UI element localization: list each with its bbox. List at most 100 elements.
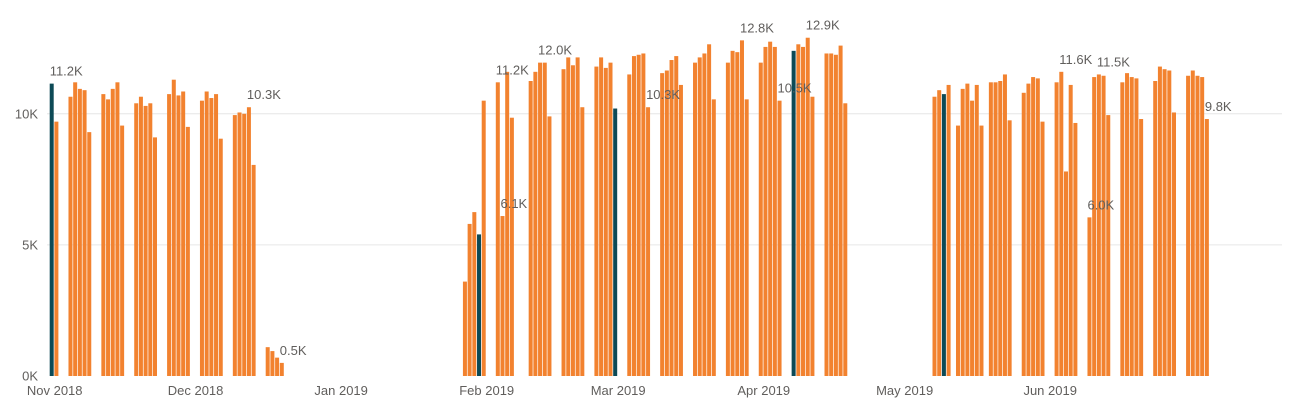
bar[interactable]	[660, 73, 665, 376]
bar[interactable]	[772, 46, 777, 376]
bar[interactable]	[730, 50, 735, 377]
bar[interactable]	[120, 125, 125, 376]
bar[interactable]	[561, 69, 566, 376]
bar[interactable]	[232, 115, 237, 376]
bar[interactable]	[199, 100, 204, 377]
bar[interactable]	[955, 125, 960, 376]
bar[interactable]	[707, 44, 712, 376]
bar[interactable]	[979, 125, 984, 376]
bar[interactable]	[1040, 121, 1045, 376]
bar[interactable]	[664, 70, 669, 376]
bar[interactable]	[594, 66, 599, 376]
bar[interactable]	[965, 83, 970, 377]
bar[interactable]	[1031, 77, 1036, 376]
bar[interactable]	[242, 113, 247, 376]
bar[interactable]	[138, 96, 143, 376]
bar[interactable]	[265, 347, 270, 376]
bar[interactable]	[87, 132, 92, 376]
bar[interactable]	[678, 84, 683, 377]
bar[interactable]	[1195, 75, 1200, 376]
bar[interactable]	[829, 53, 834, 376]
bar[interactable]	[711, 99, 716, 377]
bar[interactable]	[176, 95, 181, 377]
bar[interactable]	[1096, 74, 1101, 376]
bar[interactable]	[627, 74, 632, 376]
bar[interactable]	[1157, 66, 1162, 376]
bar[interactable]	[153, 137, 157, 376]
bar[interactable]	[1139, 119, 1144, 377]
bar[interactable]	[246, 107, 251, 376]
bar[interactable]	[1162, 69, 1167, 376]
bar[interactable]	[603, 67, 608, 376]
bar[interactable]	[725, 62, 730, 376]
bar[interactable]	[528, 81, 533, 376]
bar[interactable]	[838, 45, 843, 376]
bar[interactable]	[1007, 120, 1012, 376]
bar[interactable]	[777, 100, 782, 377]
bar[interactable]	[505, 71, 510, 376]
bar[interactable]	[941, 94, 946, 377]
bar[interactable]	[988, 82, 993, 376]
bar[interactable]	[68, 96, 73, 376]
bar[interactable]	[477, 234, 482, 376]
bar[interactable]	[1101, 75, 1106, 376]
bar[interactable]	[763, 46, 768, 376]
bar[interactable]	[1120, 82, 1125, 376]
bar[interactable]	[566, 57, 571, 377]
bar[interactable]	[542, 62, 547, 376]
bar[interactable]	[181, 91, 186, 377]
bar[interactable]	[106, 99, 111, 377]
bar[interactable]	[185, 126, 190, 376]
bar[interactable]	[599, 57, 604, 377]
bar[interactable]	[1002, 74, 1007, 376]
bar[interactable]	[547, 116, 552, 377]
bar[interactable]	[1021, 92, 1026, 377]
bar[interactable]	[791, 50, 796, 377]
bar[interactable]	[237, 112, 242, 376]
bar[interactable]	[134, 103, 139, 376]
bar[interactable]	[54, 121, 59, 376]
bar[interactable]	[739, 40, 744, 377]
bar[interactable]	[669, 60, 674, 377]
bar[interactable]	[279, 362, 284, 376]
bar[interactable]	[613, 108, 618, 376]
bar[interactable]	[1204, 119, 1209, 377]
bar[interactable]	[533, 71, 538, 376]
bar[interactable]	[1073, 122, 1078, 377]
bar[interactable]	[570, 65, 575, 377]
bar[interactable]	[101, 94, 106, 377]
bar[interactable]	[998, 81, 1003, 376]
bar[interactable]	[1172, 112, 1176, 376]
bar[interactable]	[810, 96, 815, 376]
bar[interactable]	[758, 62, 763, 376]
bar[interactable]	[805, 37, 810, 376]
bar[interactable]	[641, 53, 646, 376]
bar[interactable]	[462, 281, 467, 376]
bar[interactable]	[73, 82, 78, 376]
bar[interactable]	[214, 94, 219, 377]
bar[interactable]	[171, 79, 176, 376]
bar[interactable]	[481, 100, 486, 377]
bar[interactable]	[204, 91, 209, 377]
bar[interactable]	[796, 44, 801, 376]
bar[interactable]	[636, 54, 641, 376]
bar[interactable]	[801, 46, 806, 376]
bar[interactable]	[1125, 73, 1130, 376]
bar[interactable]	[993, 82, 998, 376]
bar[interactable]	[49, 83, 54, 377]
bar[interactable]	[974, 84, 979, 377]
bar[interactable]	[937, 90, 942, 377]
bar[interactable]	[735, 52, 740, 376]
bar[interactable]	[77, 88, 82, 377]
bar[interactable]	[932, 96, 937, 376]
bar[interactable]	[538, 62, 543, 376]
bar[interactable]	[1087, 217, 1092, 376]
bar[interactable]	[110, 88, 115, 377]
bar[interactable]	[744, 99, 749, 377]
bar[interactable]	[472, 212, 477, 376]
bar[interactable]	[824, 53, 829, 376]
bar[interactable]	[1134, 78, 1139, 376]
bar[interactable]	[970, 100, 975, 377]
bar[interactable]	[467, 223, 472, 376]
bar[interactable]	[275, 357, 280, 376]
